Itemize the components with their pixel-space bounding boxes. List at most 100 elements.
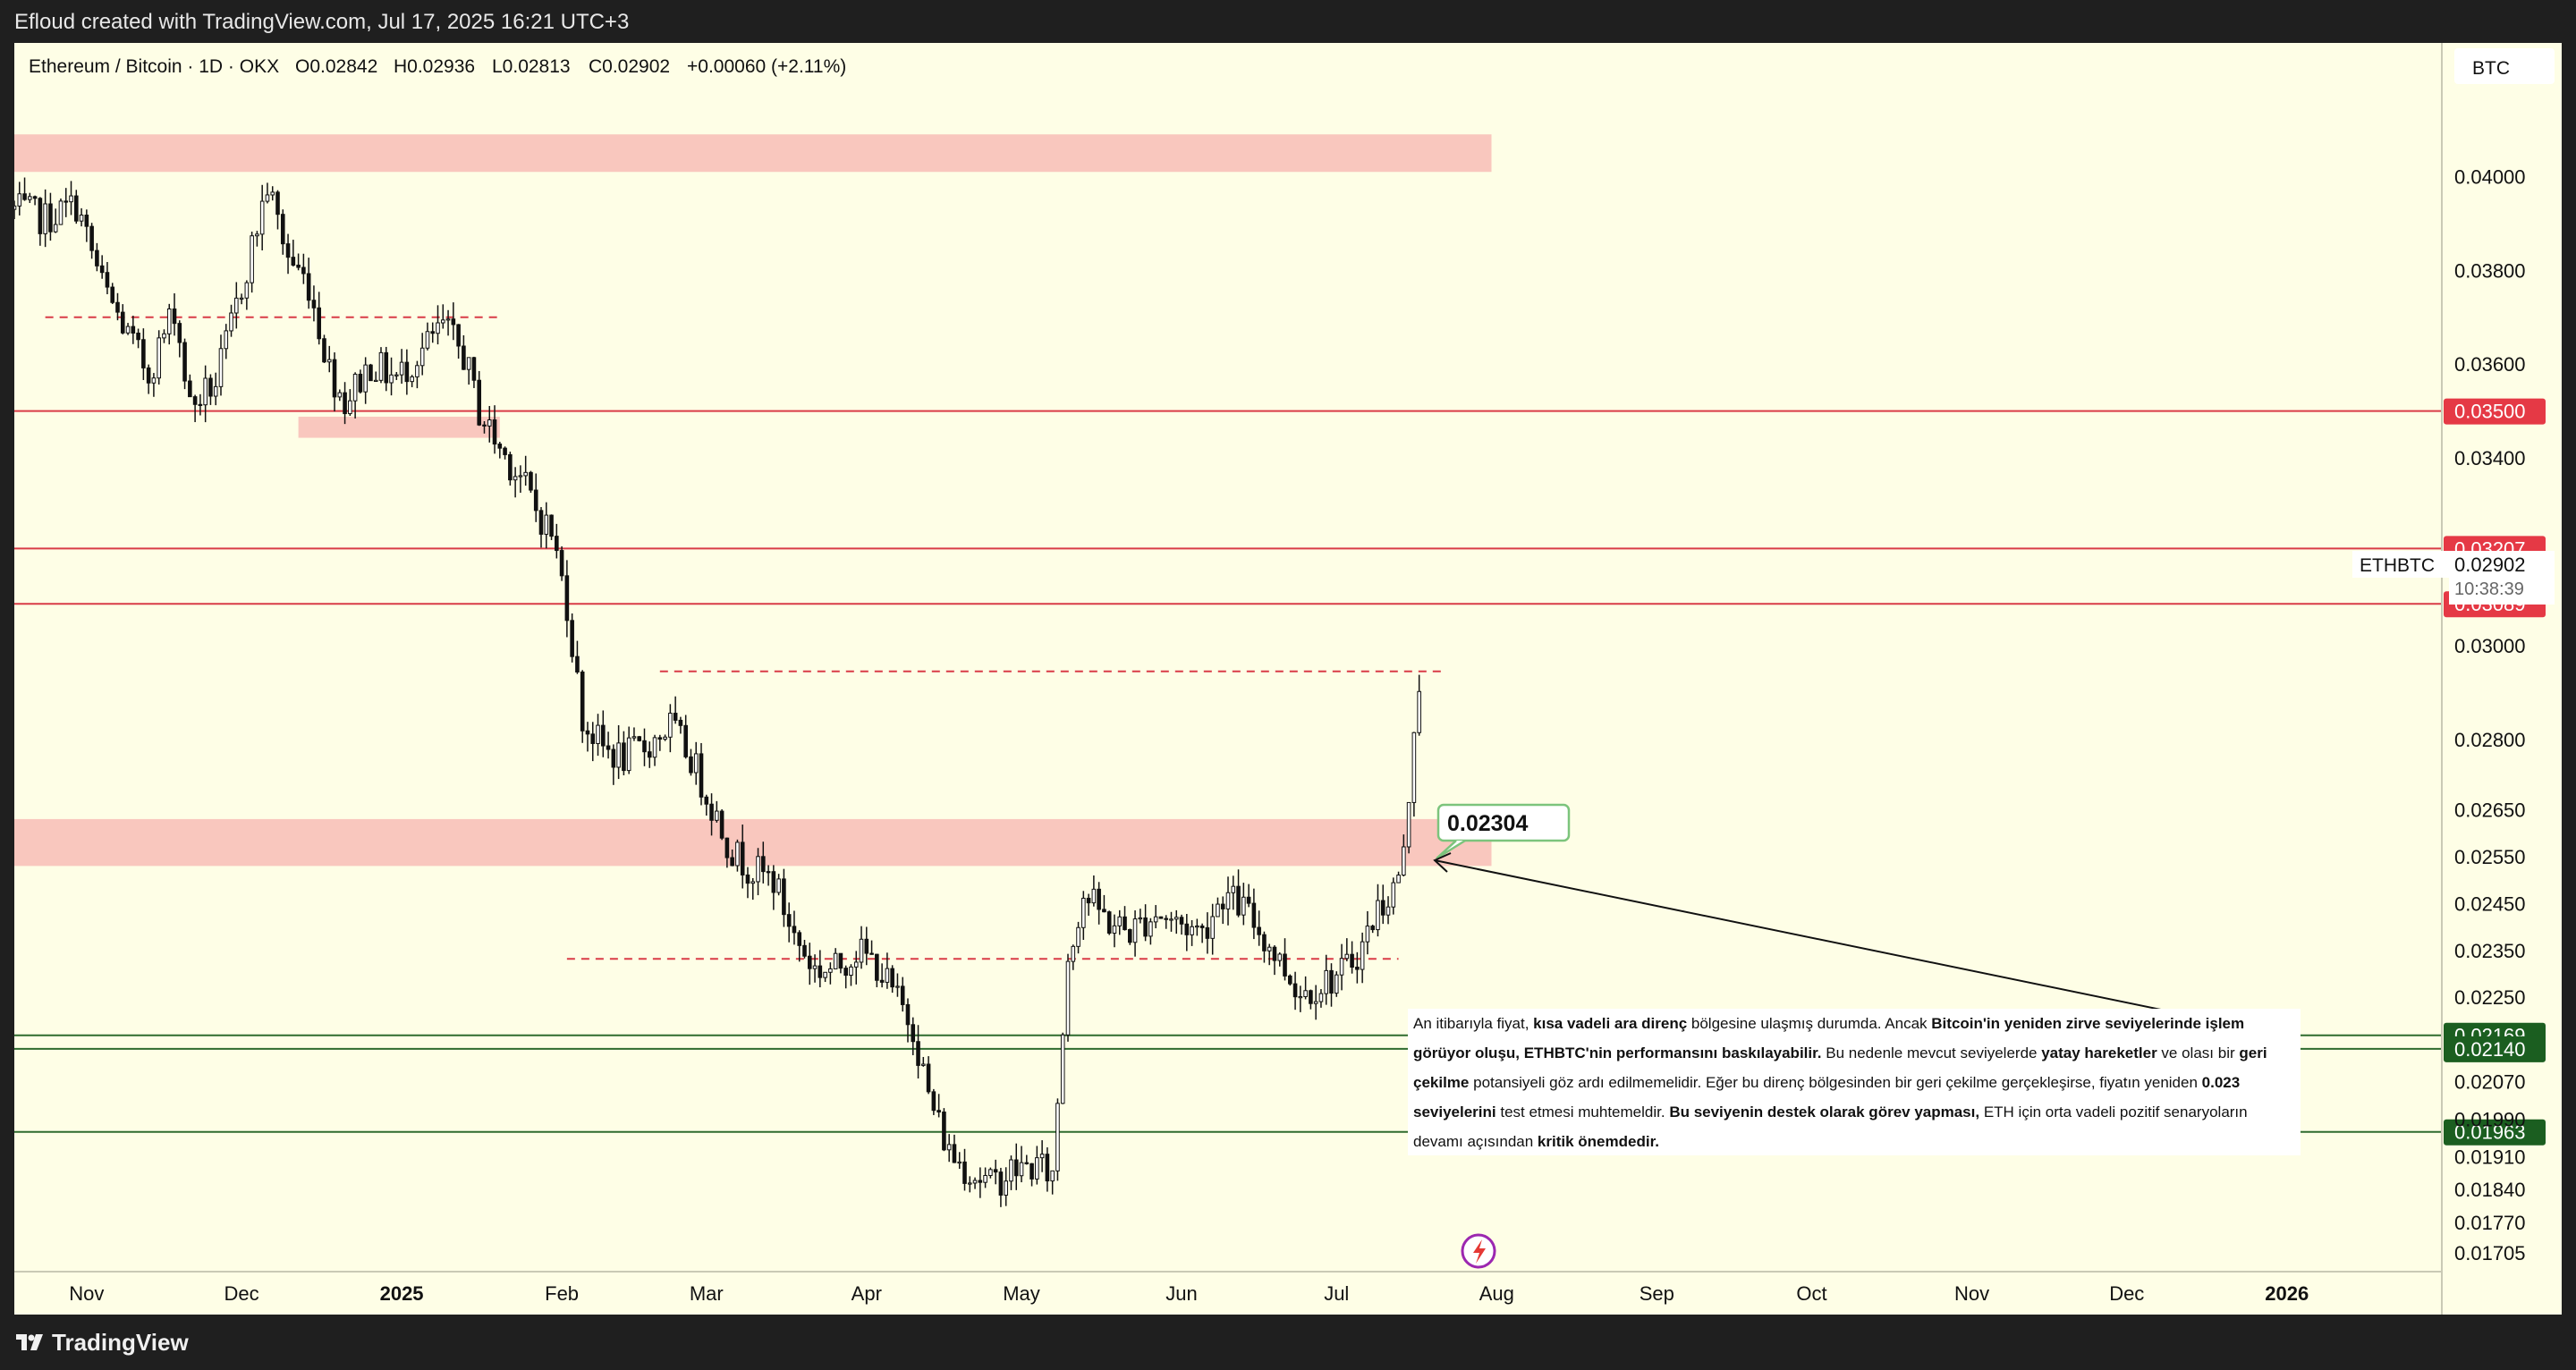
candle-body-up — [445, 318, 451, 321]
price-tick-label: 0.03800 — [2454, 259, 2526, 282]
candle-body-up — [1132, 918, 1138, 943]
candle-body-down — [146, 367, 151, 384]
time-tick-label: Aug — [1479, 1282, 1514, 1305]
annotation-text-6: test etmesi muhtemeldir. — [1496, 1104, 1670, 1121]
candle-body-down — [1179, 917, 1184, 925]
annotation-arrow[interactable] — [1434, 859, 2253, 1029]
candle-body-down — [818, 965, 823, 978]
last-price-tag — [2449, 551, 2555, 605]
ticker-label-bg — [2352, 551, 2453, 578]
candle-body-down — [1045, 1154, 1050, 1182]
candle-body-up — [513, 476, 518, 481]
candle-body-up — [853, 961, 859, 968]
candle-body-down — [73, 195, 79, 222]
candle-body-up — [1360, 941, 1365, 970]
candle-body-up — [79, 215, 84, 222]
candle-body-up — [326, 359, 332, 363]
candle-body-up — [265, 194, 270, 202]
annotation-note[interactable]: An itibarıyla fiyat, kısa vadeli ara dir… — [1408, 1009, 2301, 1155]
candle-body-down — [404, 361, 410, 383]
candle-body-down — [838, 952, 843, 969]
candle-body-down — [497, 444, 503, 449]
candle-body-down — [492, 419, 497, 445]
price-tick-label: 0.02350 — [2454, 940, 2526, 962]
support-level-tag — [2444, 1119, 2546, 1146]
candle-body-down — [962, 1161, 967, 1184]
candle-body-down — [1164, 918, 1169, 920]
candle-body-up — [1216, 903, 1220, 918]
candle-body-up — [626, 737, 631, 772]
price-tick-label: 0.01990 — [2454, 1109, 2526, 1131]
candle-body-up — [1267, 946, 1272, 951]
candle-body-down — [1292, 983, 1298, 998]
tradingview-logo[interactable]: TradingView — [16, 1327, 189, 1357]
candle-body-down — [48, 203, 53, 233]
annotation-text-7: ETH için orta vadeli pozitif senaryoları… — [1413, 1104, 2248, 1150]
candle-body-down — [942, 1112, 946, 1151]
candle-body-down — [1184, 923, 1190, 935]
candle-body-down — [1309, 990, 1313, 1004]
candle-body-down — [782, 878, 786, 916]
price-tick-label: 0.02250 — [2454, 986, 2526, 1009]
candle-body-down — [105, 272, 110, 288]
candle-body-down — [291, 257, 296, 266]
time-tick-label: Nov — [69, 1282, 104, 1305]
candle-body-down — [843, 968, 848, 977]
candle-body-down — [430, 331, 436, 334]
annotation-bold-4: geri çekilme — [1413, 1044, 2267, 1091]
candle-body-down — [188, 380, 192, 398]
candle-body-up — [259, 200, 265, 235]
candle-body-down — [704, 796, 709, 805]
candle-layer — [14, 177, 1421, 1207]
candle-body-down — [32, 196, 38, 199]
annotation-bold-7: kritik önemdedir. — [1537, 1133, 1659, 1150]
candle-body-down — [1355, 967, 1360, 970]
price-tick-label: 0.02550 — [2454, 846, 2526, 868]
candle-body-up — [1190, 926, 1194, 935]
price-tick-label: 0.02650 — [2454, 799, 2526, 821]
candle-body-down — [1257, 926, 1261, 935]
candle-body-down — [730, 857, 734, 867]
candle-body-down — [280, 214, 285, 245]
candle-body-down — [724, 837, 730, 858]
candle-body-up — [1039, 1154, 1045, 1159]
candle-body-down — [538, 510, 544, 535]
candle-body-up — [1076, 926, 1080, 947]
price-callout-pointer — [1436, 839, 1466, 860]
annotation-text-5: potansiyeli göz ardı edilmemelidir. Eğer… — [1469, 1074, 2202, 1091]
currency-badge[interactable] — [2454, 48, 2555, 84]
candle-body-up — [523, 471, 528, 477]
lightning-icon — [1473, 1239, 1486, 1264]
candle-body-up — [1112, 925, 1117, 934]
candle-body-down — [802, 944, 807, 957]
candle-body-up — [1004, 1180, 1008, 1196]
candle-body-down — [786, 914, 792, 927]
candle-body-down — [301, 266, 306, 275]
candle-body-down — [1013, 1159, 1019, 1177]
chart-canvas[interactable]: 0.035000.032070.030890.021690.021400.019… — [14, 43, 2562, 1315]
candle-body-down — [792, 926, 797, 934]
candle-body-down — [549, 514, 554, 537]
candle-body-down — [678, 719, 683, 726]
candle-body-down — [575, 655, 580, 672]
candle-body-up — [1396, 875, 1401, 884]
candle-body-up — [1060, 1034, 1065, 1104]
candle-body-up — [859, 938, 864, 963]
candle-body-up — [616, 742, 621, 768]
candle-body-down — [384, 351, 389, 384]
candle-body-down — [709, 803, 714, 821]
annotation-bold-6: Bu seviyenin destek olarak görev yapması… — [1669, 1104, 1980, 1121]
candle-body-up — [373, 379, 378, 383]
candle-body-up — [1153, 916, 1158, 923]
price-callout[interactable] — [1436, 803, 1571, 842]
annotation-text-2: bölgesine ulaşmış durumda. Ancak — [1687, 1015, 1932, 1032]
candle-body-down — [606, 745, 611, 750]
candle-body-up — [972, 1180, 978, 1184]
candle-body-up — [244, 282, 250, 299]
candle-body-down — [529, 471, 533, 491]
price-tick-label: 0.01910 — [2454, 1146, 2526, 1169]
chart-frame[interactable]: 0.035000.032070.030890.021690.021400.019… — [14, 43, 2562, 1315]
candle-body-down — [533, 489, 538, 512]
currency-badge-label: BTC — [2472, 58, 2510, 79]
annotation-text-3: Bu nedenle mevcut seviyelerde — [1821, 1044, 2042, 1061]
